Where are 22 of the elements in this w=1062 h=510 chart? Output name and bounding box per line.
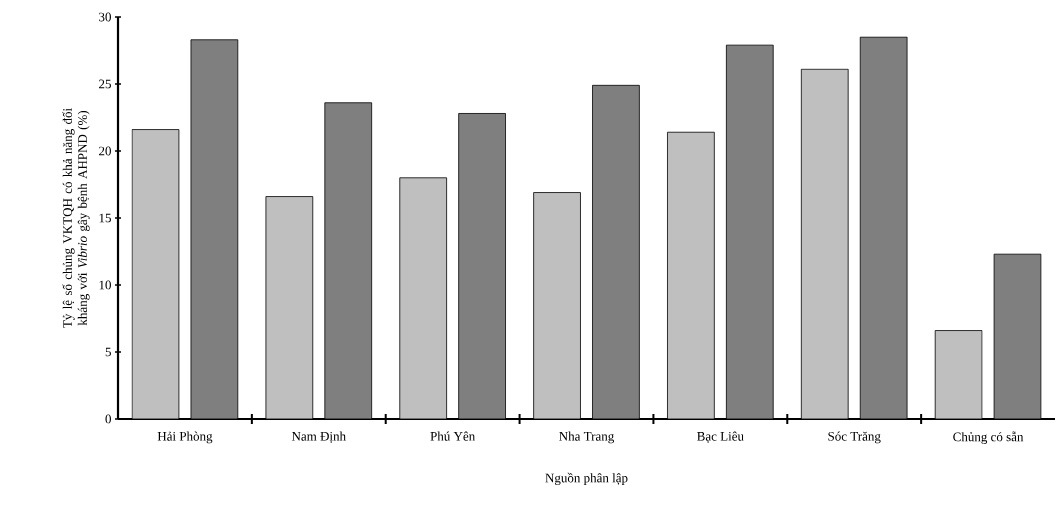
y-tick-label: 15	[99, 213, 111, 223]
x-tick-label: Nha Trang	[559, 431, 615, 444]
bar	[592, 84, 640, 419]
y-tick-label: 20	[99, 146, 111, 156]
y-tick-label: 0	[105, 414, 111, 424]
bar	[324, 102, 373, 419]
bar	[993, 253, 1042, 419]
bar	[458, 113, 506, 419]
x-tick-label: Bạc Liêu	[697, 431, 744, 443]
y-tick-label: 10	[99, 280, 111, 290]
bar	[725, 44, 774, 419]
x-tick-label: Nam Định	[291, 431, 346, 443]
y-tick-label: 30	[99, 12, 111, 22]
bar	[190, 39, 239, 419]
x-tick-label: Hải Phòng	[157, 431, 213, 444]
y-tick-label: 5	[105, 347, 111, 357]
x-tick-label: Phú Yên	[430, 431, 476, 441]
x-axis-title: Nguồn phân lập	[545, 472, 628, 486]
x-tick-label: Chủng có sẵn	[953, 431, 1024, 444]
bar	[859, 36, 908, 419]
x-tick-label: Sóc Trăng	[828, 431, 881, 444]
y-tick-label: 25	[99, 79, 111, 89]
